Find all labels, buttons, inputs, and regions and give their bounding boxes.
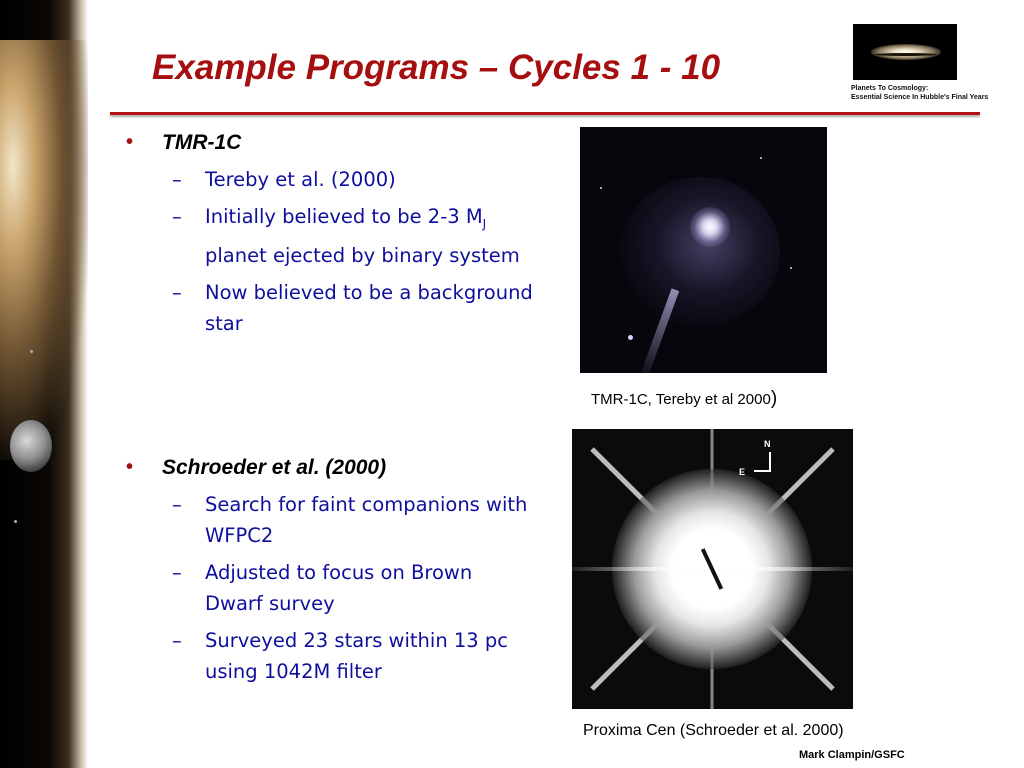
bullet-marker: • [126, 456, 134, 478]
decorative-star [14, 520, 17, 523]
sub-bullet-text-cont: planet ejected by binary system [205, 243, 520, 267]
galaxy-dust-lane [875, 53, 937, 56]
sub-bullet: – Initially believed to be 2-3 MJ planet… [126, 201, 535, 271]
logo-text-line2: Essential Science In Hubble's Final Year… [851, 94, 989, 101]
decorative-glow [0, 40, 88, 460]
sub-bullet: – Tereby et al. (2000) [126, 164, 535, 195]
slide-title: Example Programs – Cycles 1 - 10 [152, 48, 721, 87]
sub-bullet-marker: – [172, 561, 182, 584]
slide-footer: Mark Clampin/GSFC [799, 749, 905, 761]
sub-bullet-marker: – [172, 168, 182, 191]
sub-bullet-list: – Search for faint companions with WFPC2… [126, 489, 546, 687]
logo-galaxy-image [853, 24, 957, 80]
nebula-glow [620, 177, 780, 327]
sub-bullet-text: Surveyed 23 stars within 13 pc using 104… [205, 629, 509, 683]
bullet-heading: • Schroeder et al. (2000) [126, 455, 546, 481]
sub-bullet-text: Search for faint companions with WFPC2 [205, 493, 528, 547]
east-label: E [739, 467, 746, 477]
sub-bullet-list: – Tereby et al. (2000) – Initially belie… [126, 164, 546, 339]
star-core [690, 207, 730, 247]
background-star [600, 187, 602, 189]
north-arrow [769, 452, 771, 470]
sub-bullet-text: Tereby et al. (2000) [205, 168, 396, 191]
bullet-heading-text: TMR-1C [162, 131, 242, 154]
north-label: N [764, 439, 771, 449]
sub-bullet: – Surveyed 23 stars within 13 pc using 1… [126, 625, 535, 687]
sub-bullet: – Adjusted to focus on Brown Dwarf surve… [126, 557, 535, 619]
decorative-moon [10, 420, 52, 472]
sub-bullet-text: Now believed to be a background star [205, 280, 533, 335]
east-arrow [754, 470, 771, 472]
sub-bullet: – Search for faint companions with WFPC2 [126, 489, 535, 551]
bullet-heading-text: Schroeder et al. (2000) [162, 456, 387, 479]
decorative-star [30, 350, 33, 353]
bullet-marker: • [126, 131, 134, 153]
jupiter-mass-subscript: J [482, 216, 487, 231]
tmr1c-image [580, 127, 827, 373]
program-logo: Planets To Cosmology: Essential Science … [850, 24, 1010, 106]
section-schroeder: • Schroeder et al. (2000) – Search for f… [126, 455, 546, 693]
proxima-cen-caption: Proxima Cen (Schroeder et al. 2000) [583, 722, 844, 739]
sub-bullet-text: Initially believed to be 2-3 M [205, 205, 483, 228]
background-star [628, 335, 633, 340]
sub-bullet-text: Adjusted to focus on Brown Dwarf survey [205, 561, 473, 615]
tmr1c-caption-paren: ) [770, 388, 778, 409]
sub-bullet-marker: – [172, 629, 182, 652]
galaxy-disk [871, 44, 941, 60]
decorative-space-strip [0, 0, 88, 768]
sub-bullet-marker: – [172, 205, 182, 228]
bullet-heading: • TMR-1C [126, 130, 546, 156]
tmr1c-caption: TMR-1C, Tereby et al 2000) [591, 388, 777, 410]
title-divider [110, 112, 980, 115]
sub-bullet: – Now believed to be a background star [126, 277, 535, 339]
proxima-cen-image: N E [572, 429, 853, 709]
tmr1c-caption-text: TMR-1C, Tereby et al 2000 [591, 391, 771, 408]
background-star [790, 267, 792, 269]
sub-bullet-marker: – [172, 280, 182, 304]
section-tmr1c: • TMR-1C – Tereby et al. (2000) – Initia… [126, 130, 546, 345]
logo-text-line1: Planets To Cosmology: [851, 85, 929, 92]
background-star [760, 157, 762, 159]
sub-bullet-marker: – [172, 493, 182, 516]
